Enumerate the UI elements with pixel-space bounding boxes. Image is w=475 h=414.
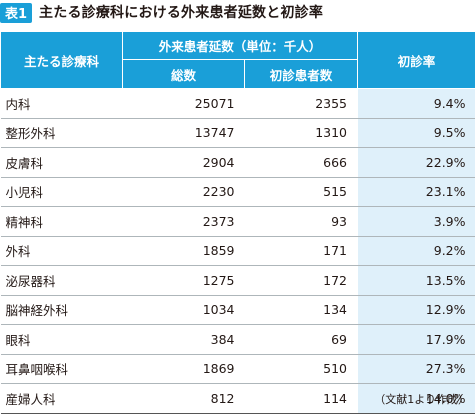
first-visit-cell: 515 bbox=[245, 177, 358, 207]
rate-cell: 12.9% bbox=[358, 295, 475, 325]
table-label-badge: 表1 bbox=[0, 3, 32, 23]
header-dept: 主たる診療科 bbox=[1, 32, 123, 89]
header-group: 外来患者延数（単位：千人） bbox=[123, 32, 358, 60]
rate-cell: 17.9% bbox=[358, 325, 475, 355]
dept-cell: 内科 bbox=[1, 89, 123, 119]
rate-cell: 13.5% bbox=[358, 266, 475, 296]
rate-cell: 23.1% bbox=[358, 177, 475, 207]
total-cell: 812 bbox=[123, 384, 245, 414]
dept-cell: 脳神経外科 bbox=[1, 295, 123, 325]
total-cell: 2373 bbox=[123, 207, 245, 237]
first-visit-cell: 510 bbox=[245, 354, 358, 384]
total-cell: 1034 bbox=[123, 295, 245, 325]
first-visit-cell: 134 bbox=[245, 295, 358, 325]
rate-cell: 3.9% bbox=[358, 207, 475, 237]
total-cell: 1869 bbox=[123, 354, 245, 384]
table-header: 主たる診療科 外来患者延数（単位：千人） 初診率 総数 初診患者数 bbox=[1, 32, 475, 89]
first-visit-cell: 666 bbox=[245, 148, 358, 178]
dept-cell: 耳鼻咽喉科 bbox=[1, 354, 123, 384]
dept-cell: 泌尿器科 bbox=[1, 266, 123, 296]
rate-cell: 9.5% bbox=[358, 118, 475, 148]
first-visit-cell: 93 bbox=[245, 207, 358, 237]
rate-cell: 9.4% bbox=[358, 89, 475, 119]
total-cell: 13747 bbox=[123, 118, 245, 148]
dept-cell: 眼科 bbox=[1, 325, 123, 355]
first-visit-cell: 1310 bbox=[245, 118, 358, 148]
total-cell: 2904 bbox=[123, 148, 245, 178]
total-cell: 2230 bbox=[123, 177, 245, 207]
first-visit-cell: 2355 bbox=[245, 89, 358, 119]
table-title: 主たる診療科における外来患者延数と初診率 bbox=[39, 2, 323, 22]
total-cell: 1275 bbox=[123, 266, 245, 296]
header-total: 総数 bbox=[123, 60, 245, 89]
header-rate: 初診率 bbox=[358, 32, 475, 89]
first-visit-cell: 171 bbox=[245, 236, 358, 266]
dept-cell: 産婦人科 bbox=[1, 384, 123, 414]
total-cell: 25071 bbox=[123, 89, 245, 119]
first-visit-cell: 114 bbox=[245, 384, 358, 414]
first-visit-cell: 69 bbox=[245, 325, 358, 355]
title-row: 表1 主たる診療科における外来患者延数と初診率 bbox=[0, 0, 323, 24]
dept-cell: 整形外科 bbox=[1, 118, 123, 148]
rate-cell: 22.9% bbox=[358, 148, 475, 178]
dept-cell: 精神科 bbox=[1, 207, 123, 237]
header-first: 初診患者数 bbox=[245, 60, 358, 89]
total-cell: 384 bbox=[123, 325, 245, 355]
dept-cell: 外科 bbox=[1, 236, 123, 266]
rate-cell: 27.3% bbox=[358, 354, 475, 384]
dept-cell: 皮膚科 bbox=[1, 148, 123, 178]
rate-cell: 9.2% bbox=[358, 236, 475, 266]
total-cell: 1859 bbox=[123, 236, 245, 266]
source-note: （文献1より作成） bbox=[374, 391, 469, 407]
first-visit-cell: 172 bbox=[245, 266, 358, 296]
dept-cell: 小児科 bbox=[1, 177, 123, 207]
